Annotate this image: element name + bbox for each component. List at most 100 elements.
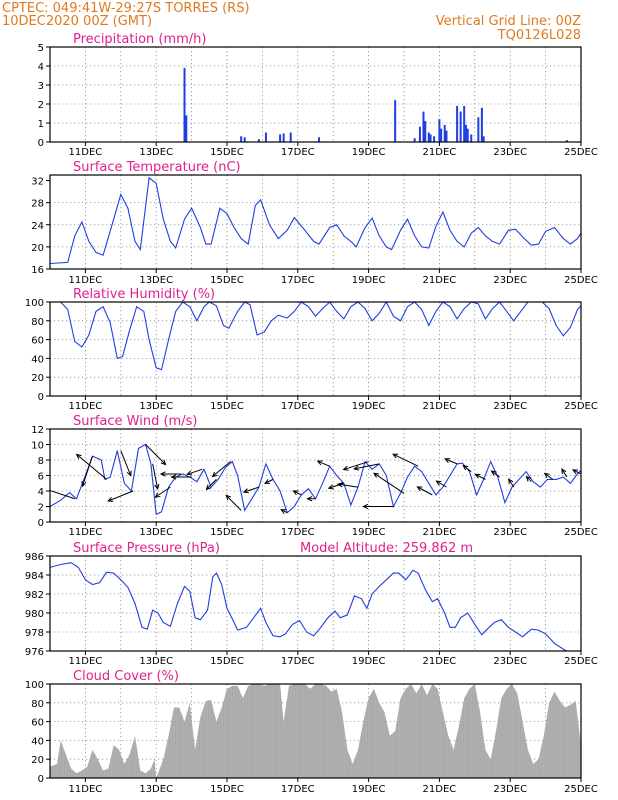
precip-bar bbox=[257, 139, 260, 142]
x-tick-label: 15DEC bbox=[210, 527, 244, 538]
x-tick-label: 21DEC bbox=[423, 275, 457, 286]
panel-frame bbox=[49, 301, 582, 397]
precip-bar bbox=[480, 107, 483, 142]
wind-arrow-shaft bbox=[82, 455, 93, 487]
y-tick-label: 60 bbox=[31, 718, 44, 729]
precip-bar bbox=[282, 133, 285, 142]
x-tick-label: 25DEC bbox=[564, 527, 598, 538]
x-tick-label: 21DEC bbox=[423, 656, 457, 667]
plot-area bbox=[50, 302, 581, 371]
rh-line bbox=[50, 302, 581, 371]
precip-bar bbox=[565, 140, 568, 142]
x-tick-label: 19DEC bbox=[352, 147, 386, 158]
wind-arrow-shaft bbox=[572, 469, 581, 475]
wind-arrow-shaft bbox=[337, 483, 359, 488]
x-tick-label: 21DEC bbox=[423, 401, 457, 412]
wind-arrow-shaft bbox=[145, 444, 166, 465]
x-tick-label: 17DEC bbox=[281, 275, 315, 286]
wind-arrow-shaft bbox=[444, 458, 458, 465]
wind-arrow-head bbox=[170, 474, 177, 480]
y-tick-label: 80 bbox=[31, 699, 44, 710]
wind-arrow-head bbox=[571, 469, 579, 475]
wind-arrow-head bbox=[583, 478, 588, 482]
y-tick-label: 20 bbox=[31, 373, 44, 384]
wind-arrow-head bbox=[225, 494, 232, 501]
y-tick-label: 984 bbox=[25, 571, 44, 582]
y-tick-label: 976 bbox=[25, 647, 44, 658]
wind-arrow-shaft bbox=[417, 486, 433, 496]
y-tick-label: 6 bbox=[38, 472, 44, 483]
precip-bar bbox=[433, 136, 436, 142]
wind-arrow-head bbox=[543, 472, 550, 479]
y-tick-label: 60 bbox=[31, 336, 44, 347]
wind-arrow-shaft bbox=[462, 465, 472, 473]
x-tick-label: 23DEC bbox=[493, 784, 527, 795]
panel-frame bbox=[49, 174, 582, 270]
precip-bar bbox=[429, 134, 432, 142]
plot-area bbox=[183, 67, 568, 142]
panel-frame bbox=[49, 555, 582, 652]
wind-arrow-head bbox=[362, 503, 369, 510]
y-tick-label: 2 bbox=[38, 100, 44, 111]
precip-bar bbox=[279, 134, 282, 142]
x-tick-label: 11DEC bbox=[69, 656, 103, 667]
wind-arrow-shaft bbox=[328, 482, 344, 489]
precip-bar bbox=[422, 111, 425, 142]
x-tick-label: 25DEC bbox=[564, 275, 598, 286]
wind-arrow-shaft bbox=[583, 479, 595, 481]
wind-arrow-shaft bbox=[243, 486, 260, 493]
wind-arrow-shaft bbox=[526, 476, 532, 483]
precip-bar bbox=[394, 100, 397, 142]
precip-bar bbox=[464, 124, 467, 142]
y-tick-label: 980 bbox=[25, 609, 44, 620]
precip-bar bbox=[459, 111, 462, 142]
x-tick-label: 11DEC bbox=[69, 147, 103, 158]
x-tick-label: 25DEC bbox=[564, 656, 598, 667]
y-tick-label: 0 bbox=[38, 518, 44, 529]
x-tick-label: 13DEC bbox=[139, 275, 173, 286]
y-tick-label: 4 bbox=[38, 62, 44, 73]
wind-arrow-shaft bbox=[225, 495, 242, 511]
pressure-panel: 976 978 980 982 984 986 11DEC 13DEC 15DEC 17DEC 19… bbox=[25, 541, 598, 667]
x-tick-label: 15DEC bbox=[210, 275, 244, 286]
wind-arrow-shaft bbox=[187, 468, 203, 475]
x-tick-label: 13DEC bbox=[139, 784, 173, 795]
wind-arrow-shaft bbox=[373, 472, 405, 494]
wind-arrow-head bbox=[614, 487, 618, 492]
wind-arrow-head bbox=[596, 509, 601, 513]
x-tick-label: 15DEC bbox=[210, 401, 244, 412]
x-tick-label: 15DEC bbox=[210, 147, 244, 158]
x-tick-label: 13DEC bbox=[139, 656, 173, 667]
panel-title: Surface Pressure (hPa) bbox=[73, 541, 220, 556]
wind-arrow-head bbox=[81, 481, 87, 488]
station-header: CPTEC: 049:41W-29:27S TORRES (RS) bbox=[2, 1, 250, 16]
precip-bar bbox=[183, 67, 186, 142]
wind-arrow-shaft bbox=[317, 460, 330, 467]
x-tick-label: 11DEC bbox=[69, 275, 103, 286]
humidity-panel: 0 20 40 60 80 100 11DEC 13DEC 15DEC 17DEC 19DEC 21D… bbox=[25, 287, 598, 412]
wind-arrow-shaft bbox=[544, 472, 553, 480]
wind-arrow-shaft bbox=[491, 470, 500, 478]
x-tick-label: 23DEC bbox=[493, 527, 527, 538]
precip-bar bbox=[482, 136, 485, 142]
x-tick-label: 23DEC bbox=[493, 275, 527, 286]
precip-bar bbox=[413, 138, 416, 142]
precip-bar bbox=[463, 105, 466, 142]
precip-bar bbox=[264, 132, 267, 142]
wind-arrow-shaft bbox=[155, 486, 171, 498]
y-tick-label: 24 bbox=[31, 221, 44, 232]
wind-arrow-head bbox=[342, 465, 349, 471]
cloud-cover-area bbox=[50, 684, 581, 778]
x-tick-label: 25DEC bbox=[564, 147, 598, 158]
wind-arrow-head bbox=[327, 484, 334, 490]
wind-arrow-shaft bbox=[120, 450, 132, 476]
wind-arrow-head bbox=[154, 483, 160, 491]
wind-arrow-head bbox=[336, 482, 343, 488]
wind-arrow-shaft bbox=[206, 479, 217, 490]
y-tick-label: 5 bbox=[38, 43, 44, 54]
temperature-panel: 16 20 24 28 32 11DEC 13DEC 15DEC 17DEC 19DEC 21DEC… bbox=[31, 160, 598, 286]
wind-arrow-head bbox=[205, 484, 212, 491]
wind-arrow-head bbox=[490, 470, 497, 476]
y-tick-label: 20 bbox=[31, 243, 44, 254]
wind-arrow-head bbox=[186, 470, 193, 476]
